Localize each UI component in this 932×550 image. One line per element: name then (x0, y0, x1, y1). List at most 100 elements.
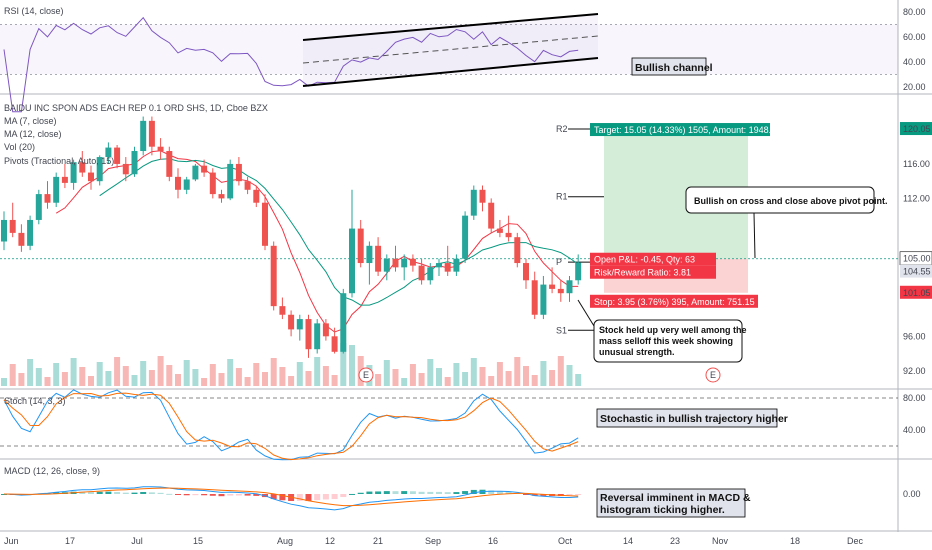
candle (157, 138, 164, 160)
candle-body (375, 245, 382, 272)
candle-body (505, 232, 512, 238)
macd-histogram-bar (357, 492, 364, 494)
time-axis: Jun 17 Jul 15 Aug 12 21 Sep 16 Oct 14 23 Nov 18 Dec (4, 536, 863, 546)
candle (105, 142, 112, 164)
volume-bar (218, 373, 225, 386)
volume-bar (235, 368, 242, 386)
macd-pane: 0.00 (1, 486, 921, 511)
rsi-pane: 80.00 60.00 40.00 20.00 (0, 7, 926, 113)
risk-reward-label-bg (590, 265, 716, 279)
candle-body (96, 157, 103, 182)
rsi-channel-fill (303, 14, 598, 86)
candle (557, 280, 564, 302)
earnings-marker: E (705, 367, 721, 383)
candle (35, 189, 42, 225)
earnings-circle (358, 367, 374, 383)
candle (453, 254, 460, 276)
macd-histogram-bar (349, 493, 355, 495)
stoch-d-line (3, 392, 579, 461)
time-tick: Aug (277, 536, 293, 546)
time-tick: 12 (325, 536, 335, 546)
candle-body (514, 237, 521, 264)
price-tick-target: 120.05 (903, 124, 931, 134)
candle (462, 211, 469, 264)
candle-body (44, 194, 51, 203)
candle (262, 194, 268, 251)
volume-bar (392, 369, 399, 386)
volume-bar (514, 357, 521, 386)
time-tick: 14 (623, 536, 633, 546)
candle (531, 271, 538, 320)
macd-histogram-bar (227, 494, 234, 496)
macd-histogram-bar (114, 492, 121, 494)
candle (514, 232, 521, 268)
volume-bar (122, 366, 129, 386)
macd-histogram-bar (192, 494, 199, 496)
macd-histogram-bar (201, 494, 208, 496)
stoch-pane: 80.00 40.00 (0, 389, 926, 461)
candle-body (140, 120, 147, 152)
macd-histogram-bar (453, 492, 460, 494)
indicator-label-pivots: Pivots (Tractional, Auto, 15) (4, 156, 114, 166)
stochastic-note-text: Stochastic in bullish trajectory higher (600, 413, 788, 425)
candle (418, 258, 425, 285)
candle-body (392, 258, 399, 268)
candle (183, 176, 190, 195)
macd-histogram-bar (375, 491, 382, 494)
bullish-channel-text: Bullish channel (635, 62, 713, 74)
volume-bar (209, 364, 216, 386)
macd-histogram-bar (157, 492, 164, 494)
macd-histogram-bar (409, 491, 416, 494)
volume-bar (531, 375, 538, 386)
time-tick: Jun (4, 536, 19, 546)
target-label-bg (590, 123, 770, 137)
pivot-label-s1: S1 (556, 325, 567, 335)
macd-histogram-bar (88, 492, 94, 494)
time-tick: Sep (425, 536, 441, 546)
macd-histogram-bar (270, 494, 277, 500)
volume-bar (383, 360, 390, 386)
candle (444, 245, 451, 276)
candle-body (88, 172, 94, 182)
volume-bar (175, 374, 181, 386)
macd-histogram-bar (470, 489, 477, 494)
earnings-circle (705, 367, 721, 383)
candle-body (209, 172, 216, 195)
candle-body (296, 319, 303, 330)
macd-histogram-bar (175, 494, 181, 495)
volume-bar (488, 376, 495, 386)
volume-bar (140, 361, 147, 386)
candle (401, 254, 408, 281)
candle-body (218, 194, 225, 199)
macd-histogram-bar (279, 494, 286, 501)
volume-bar (444, 377, 451, 386)
price-tick: 92.00 (903, 366, 926, 376)
volume-bar (53, 363, 60, 386)
candle-body (540, 284, 547, 315)
volume-bar (183, 360, 190, 386)
rsi-channel-upper (302, 13, 599, 41)
candle-body (157, 146, 164, 152)
price-tick: 112.00 (903, 193, 930, 203)
candle-body (523, 263, 529, 281)
candle (166, 146, 173, 182)
volume-bar (105, 371, 112, 386)
macd-histogram-bar (96, 491, 103, 494)
candle-body (235, 163, 242, 182)
candle-body (409, 258, 416, 266)
candle-body (322, 323, 329, 337)
time-tick: Oct (558, 536, 573, 546)
volume-bar (427, 359, 434, 386)
earnings-marker: E (358, 367, 374, 383)
volume-bar (470, 358, 477, 386)
macd-histogram-bar (418, 491, 425, 494)
macd-note-line2: histogram ticking higher. (600, 504, 725, 516)
volume-bar (262, 372, 268, 386)
volume-bar (201, 378, 208, 386)
strength-callout-line2: mass selloff this week showing (599, 336, 733, 346)
volume-bar (148, 370, 155, 386)
candle-body (566, 280, 573, 294)
candle (427, 263, 434, 285)
volume-bar (340, 343, 347, 386)
